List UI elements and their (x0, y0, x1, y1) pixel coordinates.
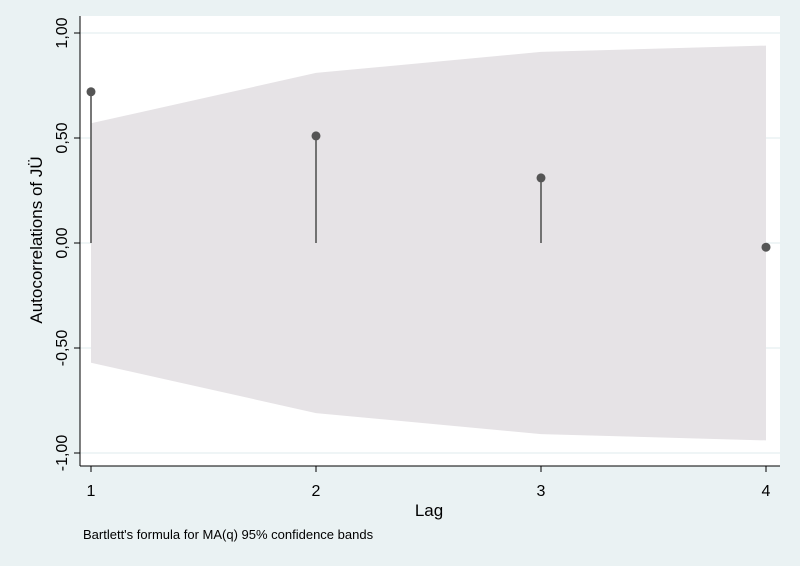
point-lag-2 (311, 131, 321, 141)
confidence-band (91, 45, 766, 441)
x-tick-label-1: 2 (312, 483, 321, 500)
axes (79, 16, 780, 467)
point-lag-3 (536, 173, 546, 183)
chart-note: Bartlett's formula for MA(q) 95% confide… (83, 527, 374, 542)
x-axis-label: Lag (415, 501, 443, 520)
x-tick-label-3: 4 (762, 483, 771, 500)
point-lag-4 (761, 242, 771, 252)
y-tick-label-3: 0,50 (54, 122, 71, 153)
y-tick-label-1: -0,50 (54, 330, 71, 367)
points (86, 87, 771, 252)
x-tick-label-0: 1 (87, 483, 96, 500)
x-tick-label-2: 3 (537, 483, 546, 500)
y-tick-label-0: -1,00 (54, 435, 71, 472)
y-tick-label-2: 0,00 (54, 227, 71, 258)
x-ticks: 1 2 3 4 (87, 466, 771, 500)
y-ticks: -1,00 -0,50 0,00 0,50 1,00 (54, 17, 80, 471)
point-lag-1 (86, 87, 96, 97)
y-axis-label: Autocorrelations of JÜ (27, 156, 46, 323)
y-tick-label-4: 1,00 (54, 17, 71, 48)
